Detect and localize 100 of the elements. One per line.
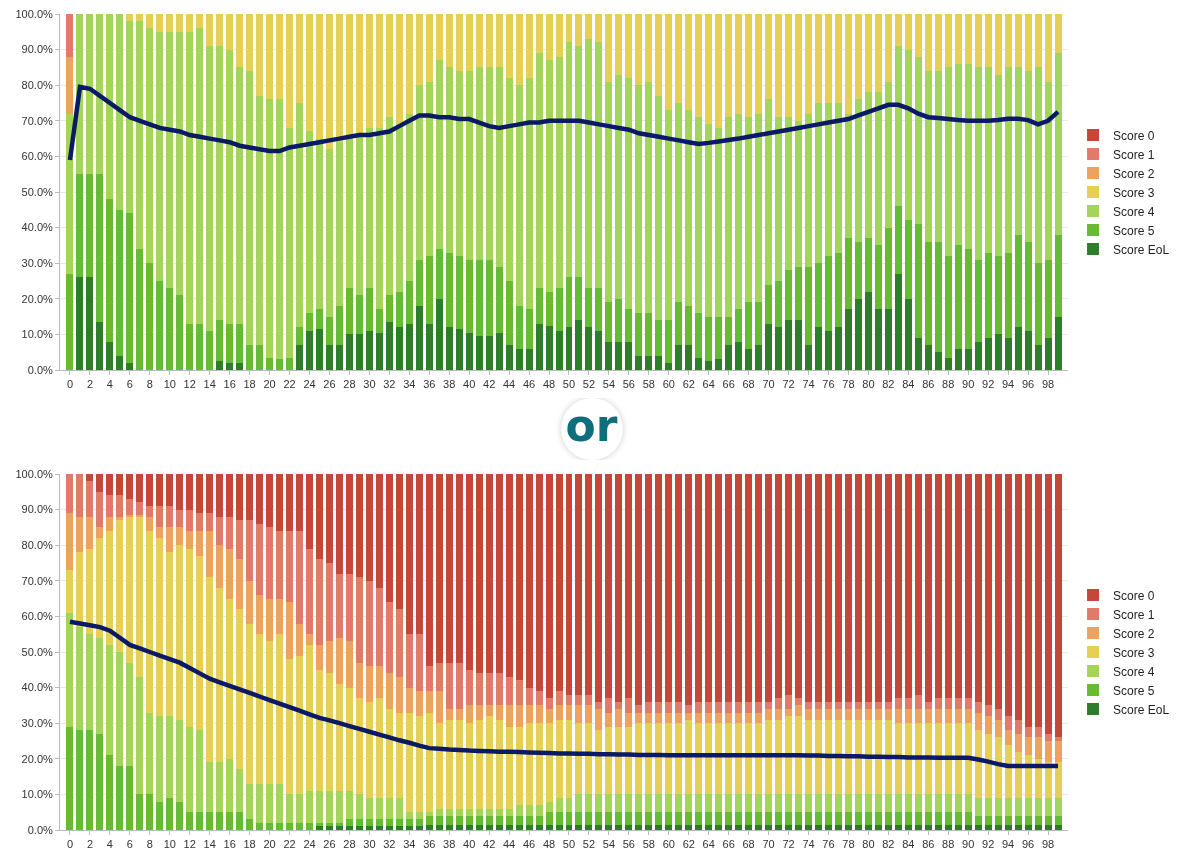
x-tick-label: 4 (106, 378, 113, 391)
bar (1044, 815, 1052, 825)
bar (815, 14, 822, 103)
bar (515, 474, 523, 681)
bar (924, 70, 932, 242)
bar (735, 794, 743, 813)
bar (994, 474, 1002, 709)
bar (96, 637, 104, 734)
bar (196, 555, 204, 731)
bar (605, 474, 613, 699)
bar (76, 277, 84, 370)
bar (485, 336, 493, 370)
bar (725, 316, 733, 346)
bar (365, 826, 373, 830)
bar (824, 719, 832, 795)
bar (286, 127, 294, 358)
x-tick-label: 92 (982, 838, 995, 851)
x-tick-label: 16 (223, 378, 236, 391)
bar (1054, 316, 1062, 370)
bar (116, 474, 124, 496)
x-tick-label: 22 (283, 378, 296, 391)
bar (86, 516, 94, 549)
bar (745, 712, 753, 724)
bar (365, 666, 373, 702)
bar (166, 288, 174, 370)
bar (805, 474, 813, 702)
bar (385, 826, 393, 830)
x-tick-label: 14 (203, 838, 216, 851)
bar (934, 824, 942, 830)
x-tick-label: 68 (742, 378, 755, 391)
bar (575, 14, 583, 47)
bar (834, 103, 842, 253)
bar (206, 513, 214, 531)
bar (76, 174, 84, 278)
bar (994, 824, 1002, 830)
bar (345, 474, 353, 574)
bar (296, 103, 304, 328)
bar (974, 474, 982, 702)
bar (984, 824, 992, 830)
bar (894, 794, 902, 813)
bar (805, 266, 813, 346)
bar (914, 723, 922, 795)
x-tick-label: 92 (982, 378, 995, 391)
bar (874, 812, 882, 825)
x-tick-label: 54 (602, 838, 616, 851)
bar (585, 474, 593, 695)
x-tick-label: 94 (1001, 838, 1015, 851)
bar (375, 666, 383, 699)
bar (126, 662, 134, 766)
x-tick-label: 54 (602, 378, 616, 391)
bar (505, 474, 513, 677)
bar (964, 348, 972, 370)
bar (824, 701, 832, 709)
bar (844, 794, 852, 813)
bar (765, 99, 773, 285)
bar (964, 824, 972, 830)
bar (884, 812, 892, 825)
bar (515, 680, 523, 706)
bar (994, 737, 1002, 798)
bar (565, 812, 573, 825)
bar (226, 362, 234, 370)
bar (176, 545, 184, 720)
bar (595, 794, 603, 813)
x-tick-label: 40 (463, 378, 476, 391)
bar (216, 320, 224, 362)
bar (515, 305, 523, 349)
bar (495, 67, 503, 267)
bar (615, 341, 623, 370)
bar (785, 716, 793, 795)
bar (1024, 241, 1032, 331)
legend-label: Score 4 (1113, 664, 1155, 679)
bar (236, 520, 244, 560)
bar (1044, 337, 1052, 370)
bar (176, 31, 184, 296)
bar (525, 687, 533, 706)
bar (226, 598, 234, 759)
bar (226, 516, 234, 549)
bar (535, 14, 543, 54)
bar (485, 705, 493, 717)
bar (605, 712, 613, 727)
bar (455, 474, 463, 663)
bar (345, 334, 353, 370)
x-tick-label: 16 (223, 838, 236, 851)
bar (924, 708, 932, 724)
bar (296, 623, 304, 656)
x-tick-label: 30 (363, 838, 376, 851)
bar (894, 206, 902, 274)
bar (1044, 824, 1052, 830)
legend-label: Score 2 (1113, 626, 1155, 641)
bar (555, 56, 563, 289)
bar (605, 812, 613, 825)
bar (745, 723, 753, 795)
bar (645, 313, 653, 356)
bar (535, 815, 543, 825)
bar (395, 14, 403, 125)
x-tick-label: 26 (323, 838, 336, 851)
bar (445, 824, 453, 830)
bar (805, 794, 813, 813)
bar (306, 14, 313, 132)
bar (425, 824, 433, 830)
